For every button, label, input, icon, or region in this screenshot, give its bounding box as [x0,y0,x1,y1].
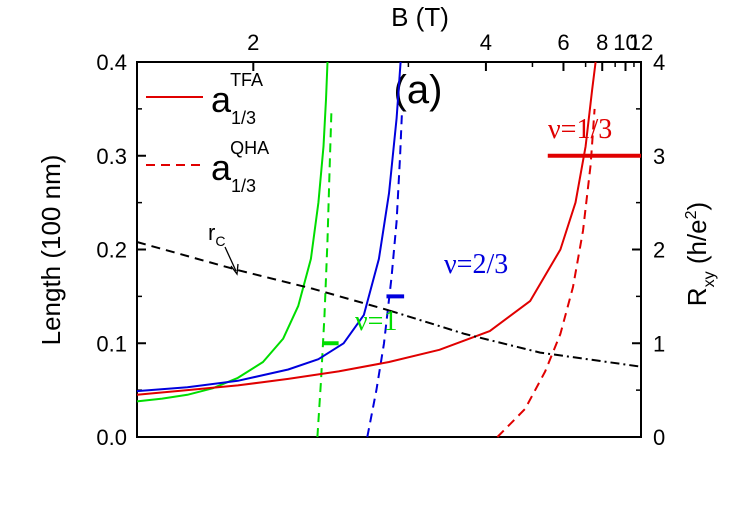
label-nu-1-3: ν=1/3 [548,114,612,145]
top-tick-label: 8 [596,30,608,55]
right-axis-title-sup: 2 [683,210,700,219]
legend-label-qha: a1/3 QHA [211,138,269,196]
right-tick-label: 3 [653,144,665,169]
right-tick-label: 1 [653,331,665,356]
right-axis-ticks: 0 1 2 3 4 [632,50,665,450]
rc-label: rC [208,220,225,249]
left-tick-label: 0.3 [96,144,127,169]
right-axis-title-sub: xy [701,271,718,287]
right-tick-label: 4 [653,50,665,75]
legend-label-tfa: a1/3 TFA [211,70,263,128]
series-green-dashed [316,108,333,438]
legend-qha-sub: 1/3 [231,176,256,196]
series-red-dashed [496,108,596,438]
top-tick-label: 2 [247,30,259,55]
label-nu-2-3: ν=2/3 [444,249,508,280]
right-tick-label: 0 [653,425,665,450]
right-axis-title-close: ) [682,202,712,211]
series-blue-dashed [366,108,404,438]
left-axis-title: Length (100 nm) [36,155,66,346]
series-rc-dashdot [388,309,642,368]
top-tick-label: 12 [629,30,653,55]
label-nu-1: ν=1 [355,306,397,337]
left-axis-ticks: 0.0 0.1 0.2 0.3 0.4 [96,50,146,450]
rc-base: r [208,220,215,245]
panel-label: (a) [394,68,443,112]
legend-qha-sup: QHA [230,138,269,158]
right-axis-title-base: R [682,287,712,306]
left-tick-label: 0.1 [96,331,127,356]
top-axis-title: B (T) [391,2,449,32]
top-tick-label: 6 [557,30,569,55]
left-tick-label: 0.0 [96,425,127,450]
rc-sub: C [215,233,225,249]
top-tick-label: 10 [613,30,637,55]
rc-arrow-head [230,263,239,276]
rc-arrow-line [224,246,237,272]
plateau-layer [323,153,641,346]
legend: a1/3TFA a1/3QHA [146,70,269,196]
top-tick-label: 4 [480,30,492,55]
series-green-solid [136,61,329,403]
right-axis-title-unit: (h/e [682,219,712,271]
left-tick-label: 0.2 [96,238,127,263]
left-tick-label: 0.4 [96,50,127,75]
right-tick-label: 2 [653,238,665,263]
legend-tfa-sub: 1/3 [231,108,256,128]
series-rc-dashed [136,241,390,312]
legend-tfa-sup: TFA [230,70,263,90]
right-axis-title: Rxy (h/e2) [682,202,718,306]
legend-qha-base: a [211,147,232,188]
series-blue-solid [136,61,402,393]
series-red-solid [136,61,597,396]
rc-annotation: rC [208,220,239,276]
legend-tfa-base: a [211,79,232,120]
